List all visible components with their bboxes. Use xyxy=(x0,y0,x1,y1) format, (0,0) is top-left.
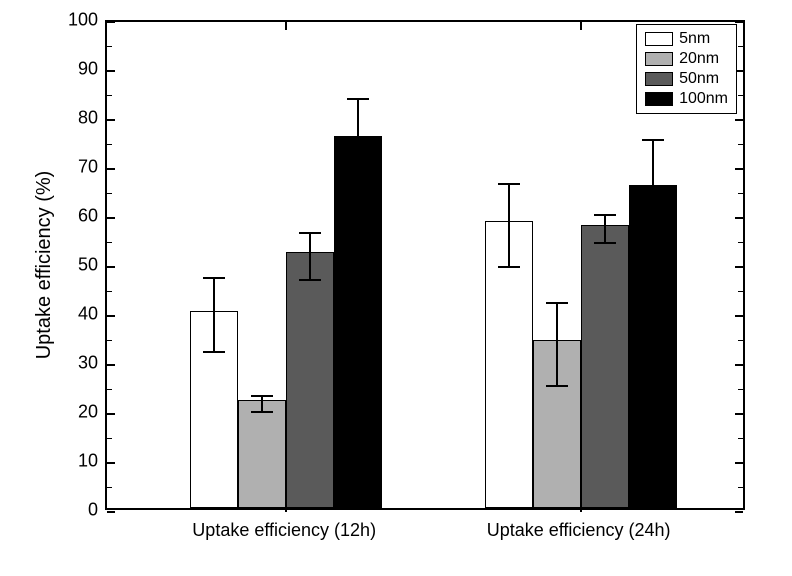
legend-row: 100nm xyxy=(645,89,728,109)
bar xyxy=(286,252,334,508)
legend: 5nm20nm50nm100nm xyxy=(636,24,737,114)
error-bar-cap xyxy=(594,214,616,216)
ytick-minor xyxy=(107,389,112,390)
ytick-major xyxy=(735,21,743,23)
error-bar-cap xyxy=(594,242,616,244)
xtick-major xyxy=(285,22,287,30)
ytick-label: 30 xyxy=(60,353,98,374)
legend-label: 100nm xyxy=(679,89,728,109)
ytick-minor xyxy=(738,46,743,47)
ytick-minor xyxy=(738,242,743,243)
ytick-major xyxy=(107,315,115,317)
ytick-minor xyxy=(738,438,743,439)
ytick-major xyxy=(107,462,115,464)
error-bar-line xyxy=(309,233,311,280)
x-group-label: Uptake efficiency (24h) xyxy=(487,520,671,541)
legend-row: 50nm xyxy=(645,69,728,89)
error-bar-cap xyxy=(347,179,369,181)
xtick-major xyxy=(580,22,582,30)
ytick-major xyxy=(107,70,115,72)
error-bar-line xyxy=(556,303,558,385)
ytick-major xyxy=(107,217,115,219)
ytick-label: 60 xyxy=(60,206,98,227)
ytick-minor xyxy=(107,242,112,243)
ytick-minor xyxy=(738,95,743,96)
error-bar-cap xyxy=(251,395,273,397)
ytick-major xyxy=(107,413,115,415)
ytick-major xyxy=(735,168,743,170)
ytick-major xyxy=(735,511,743,513)
bar xyxy=(334,136,382,508)
legend-label: 5nm xyxy=(679,29,710,49)
ytick-major xyxy=(107,511,115,513)
ytick-label: 100 xyxy=(60,10,98,31)
legend-swatch xyxy=(645,92,673,106)
legend-swatch xyxy=(645,52,673,66)
bar xyxy=(581,225,629,508)
ytick-major xyxy=(735,315,743,317)
error-bar-cap xyxy=(203,351,225,353)
ytick-minor xyxy=(738,291,743,292)
ytick-label: 10 xyxy=(60,451,98,472)
error-bar-cap xyxy=(299,279,321,281)
error-bar-cap xyxy=(251,411,273,413)
ytick-major xyxy=(107,168,115,170)
ytick-major xyxy=(735,413,743,415)
ytick-label: 0 xyxy=(60,500,98,521)
ytick-minor xyxy=(738,340,743,341)
ytick-label: 50 xyxy=(60,255,98,276)
ytick-major xyxy=(735,217,743,219)
ytick-label: 40 xyxy=(60,304,98,325)
ytick-minor xyxy=(107,487,112,488)
error-bar-line xyxy=(213,278,215,352)
ytick-major xyxy=(735,119,743,121)
error-bar-cap xyxy=(498,183,520,185)
y-axis-label: Uptake efficiency (%) xyxy=(33,171,56,360)
ytick-minor xyxy=(107,144,112,145)
error-bar-line xyxy=(652,140,654,238)
error-bar-cap xyxy=(498,266,520,268)
ytick-minor xyxy=(107,291,112,292)
legend-swatch xyxy=(645,72,673,86)
error-bar-cap xyxy=(642,139,664,141)
ytick-label: 20 xyxy=(60,402,98,423)
ytick-major xyxy=(107,266,115,268)
bar xyxy=(238,400,286,508)
ytick-major xyxy=(107,21,115,23)
x-group-label: Uptake efficiency (12h) xyxy=(192,520,376,541)
ytick-major xyxy=(735,364,743,366)
ytick-label: 80 xyxy=(60,108,98,129)
error-bar-cap xyxy=(546,385,568,387)
ytick-minor xyxy=(107,438,112,439)
error-bar-line xyxy=(357,99,359,179)
ytick-major xyxy=(735,462,743,464)
ytick-label: 70 xyxy=(60,157,98,178)
error-bar-cap xyxy=(299,232,321,234)
error-bar-cap xyxy=(347,98,369,100)
error-bar-cap xyxy=(642,237,664,239)
ytick-minor xyxy=(738,144,743,145)
error-bar-line xyxy=(261,396,263,412)
legend-swatch xyxy=(645,32,673,46)
error-bar-cap xyxy=(203,277,225,279)
error-bar-cap xyxy=(546,302,568,304)
ytick-minor xyxy=(738,193,743,194)
legend-label: 50nm xyxy=(679,69,719,89)
legend-row: 5nm xyxy=(645,29,728,49)
ytick-minor xyxy=(107,95,112,96)
ytick-major xyxy=(107,119,115,121)
ytick-minor xyxy=(738,389,743,390)
ytick-major xyxy=(107,364,115,366)
ytick-major xyxy=(735,266,743,268)
ytick-minor xyxy=(107,340,112,341)
ytick-minor xyxy=(738,487,743,488)
error-bar-line xyxy=(508,184,510,266)
ytick-minor xyxy=(107,46,112,47)
ytick-minor xyxy=(107,193,112,194)
legend-label: 20nm xyxy=(679,49,719,69)
legend-row: 20nm xyxy=(645,49,728,69)
ytick-label: 90 xyxy=(60,59,98,80)
error-bar-line xyxy=(604,215,606,242)
chart-container: Uptake efficiency (%) 5nm20nm50nm100nm 0… xyxy=(0,0,792,576)
